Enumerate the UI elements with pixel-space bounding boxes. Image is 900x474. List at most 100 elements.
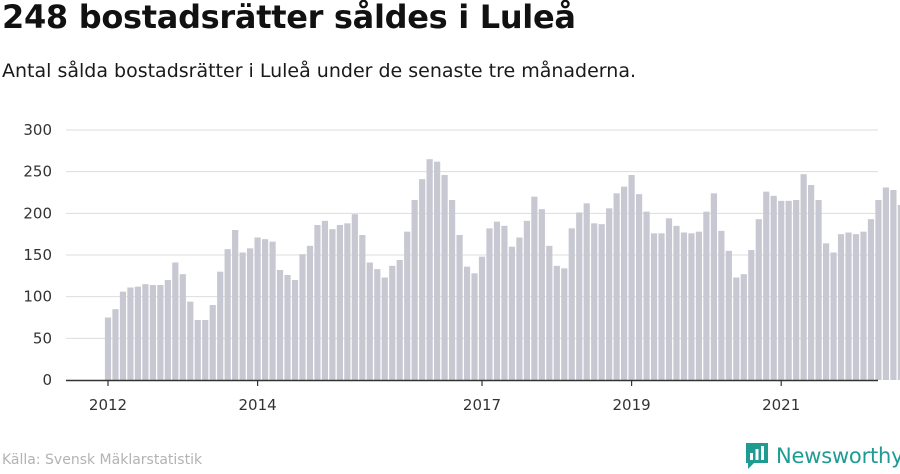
bar xyxy=(217,271,224,380)
bar xyxy=(658,233,665,380)
bar xyxy=(194,320,201,380)
bar xyxy=(336,225,343,380)
bar xyxy=(314,225,321,380)
bar xyxy=(808,185,815,380)
bar xyxy=(456,235,463,380)
bar xyxy=(329,229,336,380)
x-tick-label: 2012 xyxy=(89,396,127,414)
bar xyxy=(247,248,254,380)
bar xyxy=(381,277,388,380)
bar xyxy=(538,209,545,380)
bar xyxy=(478,256,486,380)
bar xyxy=(239,252,246,380)
brand-logo: Newsworthy xyxy=(744,440,900,472)
bar xyxy=(426,159,433,380)
bar xyxy=(463,266,471,380)
bar xyxy=(845,232,852,380)
bar xyxy=(119,291,127,380)
bar xyxy=(568,228,575,380)
bar xyxy=(695,231,703,380)
bar xyxy=(725,250,732,380)
bar xyxy=(172,262,179,380)
bar xyxy=(650,233,658,380)
bar xyxy=(142,284,149,380)
bar xyxy=(621,186,628,380)
y-tick-label: 200 xyxy=(23,204,52,222)
bar xyxy=(127,287,134,380)
bar xyxy=(366,262,373,380)
newsworthy-logo-icon xyxy=(746,443,768,469)
bar xyxy=(755,219,762,380)
bar xyxy=(531,196,538,380)
bar xyxy=(164,280,171,380)
bar xyxy=(680,232,688,380)
x-tick-label: 2017 xyxy=(463,396,501,414)
bar xyxy=(583,203,590,380)
bar xyxy=(688,233,695,380)
bar xyxy=(486,228,493,380)
bar xyxy=(793,200,800,380)
bar xyxy=(718,230,725,380)
bar xyxy=(852,234,860,380)
bar xyxy=(598,224,605,380)
bar xyxy=(344,223,351,380)
bar xyxy=(748,250,755,380)
y-tick-label: 0 xyxy=(42,371,52,389)
bar xyxy=(778,200,785,380)
bar xyxy=(261,239,269,380)
bar xyxy=(830,252,837,380)
bar xyxy=(232,230,239,380)
x-axis: 2012 2014 2017 2019 2021 xyxy=(66,379,878,414)
bar xyxy=(254,237,261,380)
bar xyxy=(763,191,770,380)
bar xyxy=(673,225,680,380)
bar xyxy=(815,200,822,380)
bar xyxy=(134,286,142,380)
source-note: Källa: Svensk Mäklarstatistik xyxy=(2,452,203,468)
bar xyxy=(710,193,717,380)
chart-subtitle: Antal sålda bostadsrätter i Luleå under … xyxy=(2,60,636,82)
bar xyxy=(276,270,284,380)
x-tick-label: 2014 xyxy=(239,396,277,414)
y-tick-label: 250 xyxy=(23,163,52,181)
bar xyxy=(785,200,792,380)
bar xyxy=(202,320,209,380)
bar xyxy=(665,218,673,380)
bar xyxy=(411,200,418,380)
bar xyxy=(703,211,710,380)
bar xyxy=(179,274,186,380)
bars xyxy=(104,159,900,380)
chart-title: 248 bostadsrätter såldes i Luleå xyxy=(2,0,576,36)
bar xyxy=(860,231,867,380)
bar xyxy=(291,280,299,380)
bar xyxy=(606,208,613,380)
bar xyxy=(351,214,358,380)
bar xyxy=(404,231,411,380)
bar xyxy=(897,205,900,380)
bar xyxy=(441,175,448,380)
bar xyxy=(882,187,890,380)
bar xyxy=(374,269,381,380)
x-tick-label: 2021 xyxy=(762,396,800,414)
y-tick-label: 50 xyxy=(33,329,52,347)
bar xyxy=(389,265,396,380)
bar xyxy=(157,285,164,380)
bar xyxy=(493,221,501,380)
bar xyxy=(837,234,845,380)
bar xyxy=(434,161,441,380)
y-tick-label: 100 xyxy=(23,288,52,306)
bar xyxy=(516,237,523,380)
bar xyxy=(890,190,897,380)
y-tick-label: 300 xyxy=(23,121,52,139)
bar xyxy=(149,285,156,380)
bar xyxy=(209,305,216,380)
bar xyxy=(396,260,403,380)
y-axis-ticks: 0 50 100 150 200 250 300 xyxy=(23,121,52,389)
bar xyxy=(359,235,366,380)
bar xyxy=(112,309,119,380)
bar xyxy=(299,254,306,380)
bar xyxy=(643,211,650,380)
bar xyxy=(306,245,314,380)
